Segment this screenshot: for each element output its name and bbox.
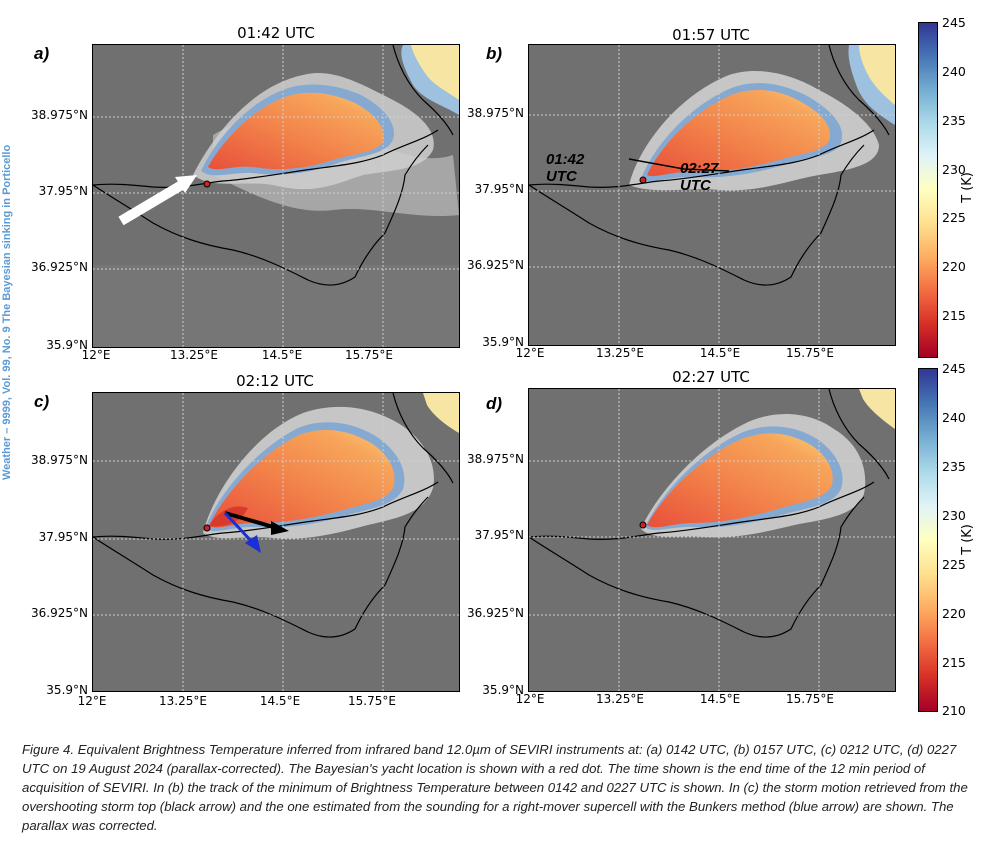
lat-tick: 37.95°N [474,528,524,542]
colorbar-bottom [918,368,938,712]
yacht-location-dot [639,176,647,184]
track-start-label: 01:42 UTC [546,151,585,185]
panel-b-map [528,44,896,346]
panel-c-letter: c) [34,392,50,411]
colorbar-tick: 230 [942,162,966,177]
panel-a-title: 01:42 UTC [237,24,315,42]
yacht-location-dot [203,524,211,532]
lon-tick: 12°E [81,348,111,362]
lon-tick: 14.5°E [261,348,303,362]
lon-tick: 15.75°E [345,348,393,362]
lon-tick: 13.25°E [170,348,218,362]
colorbar-tick: 235 [942,459,966,474]
lat-tick: 35.9°N [46,683,88,697]
lon-tick: 14.5°E [699,692,741,706]
colorbar-tick: 235 [942,113,966,128]
panel-b-letter: b) [486,44,503,63]
colorbar-tick: 240 [942,64,966,79]
colorbar-tick: 240 [942,410,966,425]
yacht-location-dot [639,521,647,529]
storm-motion-arrow-shaft [224,511,278,530]
panel-c-title: 02:12 UTC [236,372,314,390]
lon-tick: 13.25°E [596,346,644,360]
panel-b-title: 01:57 UTC [672,26,750,44]
lat-tick: 36.925°N [467,606,524,620]
lon-tick: 15.75°E [348,694,396,708]
lat-tick: 37.95°N [474,182,524,196]
colorbar-tick: 225 [942,210,966,225]
bunkers-arrow-head [245,535,261,553]
colorbar-tick: 220 [942,259,966,274]
panel-b-map-svg [529,45,895,345]
panel-d-map-svg [529,389,895,691]
panel-c-map [92,392,460,692]
lat-tick: 35.9°N [46,338,88,352]
bunkers-arrow-shaft [223,511,255,545]
lat-tick: 38.975°N [31,453,88,467]
track-line [628,158,730,172]
lon-tick: 12°E [515,692,545,706]
lat-tick: 38.975°N [467,106,524,120]
figure-caption: Figure 4. Equivalent Brightness Temperat… [22,742,968,833]
yacht-location-dot [203,180,211,188]
panel-c-map-svg [93,393,459,691]
white-arrow-shaft [118,178,188,226]
colorbar-tick: 215 [942,655,966,670]
journal-side-label: Weather – 9999, Vol. 99, No. 9 The Bayes… [1,144,13,480]
lat-tick: 37.95°N [38,184,88,198]
colorbar-tick: 215 [942,308,966,323]
colorbar-tick: 225 [942,557,966,572]
panel-a-letter: a) [34,44,50,63]
panel-a-map [92,44,460,348]
panel-d-letter: d) [486,394,503,413]
lon-tick: 15.75°E [786,692,834,706]
lat-tick: 37.95°N [38,530,88,544]
lat-tick: 36.925°N [31,260,88,274]
colorbar-tick: 210 [942,703,966,718]
lat-tick: 36.925°N [467,258,524,272]
colorbar-bottom-label: T (K) [959,524,975,555]
colorbar-top [918,22,938,358]
lat-tick: 35.9°N [482,683,524,697]
lat-tick: 36.925°N [31,606,88,620]
colorbar-tick: 245 [942,15,966,30]
lon-tick: 15.75°E [786,346,834,360]
lon-tick: 13.25°E [596,692,644,706]
journal-side-text: Weather – 9999, Vol. 99, No. 9 The Bayes… [0,60,14,480]
lon-tick: 14.5°E [259,694,301,708]
storm-motion-arrow-head [271,521,289,535]
colorbar-tick: 245 [942,361,966,376]
colorbar-tick: 220 [942,606,966,621]
lat-tick: 35.9°N [482,335,524,349]
white-arrow-head [175,175,197,193]
panel-d-map [528,388,896,692]
track-end-label: 02:27 UTC [680,160,719,194]
lon-tick: 12°E [77,694,107,708]
lon-tick: 14.5°E [699,346,741,360]
lat-tick: 38.975°N [467,452,524,466]
lat-tick: 38.975°N [31,108,88,122]
panel-d-title: 02:27 UTC [672,368,750,386]
lon-tick: 12°E [515,346,545,360]
colorbar-tick: 230 [942,508,966,523]
panel-a-map-svg [93,45,459,347]
lon-tick: 13.25°E [159,694,207,708]
